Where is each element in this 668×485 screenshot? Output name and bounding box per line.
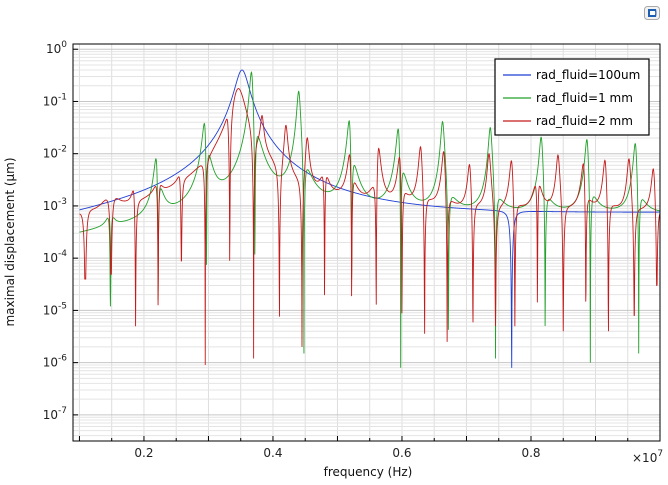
series-line-2: [79, 71, 661, 368]
y-tick-label: 10-3: [43, 197, 67, 213]
x-multiplier-exponent: 7: [657, 449, 663, 459]
legend-label: rad_fluid=1 mm: [536, 91, 633, 105]
y-tick-label: 10-2: [43, 145, 67, 161]
x-multiplier-label: ×107: [632, 449, 663, 465]
y-tick-label: 10-7: [43, 406, 67, 422]
x-multiplier-base: ×10: [632, 451, 657, 465]
series-lines: [79, 69, 661, 368]
series-line-3: [79, 88, 661, 366]
y-tick-label: 10-6: [43, 354, 68, 370]
legend-label: rad_fluid=100um: [536, 68, 640, 82]
legend-label: rad_fluid=2 mm: [536, 114, 633, 128]
x-tick-label: 0.6: [392, 446, 411, 460]
x-tick-label: 0.4: [263, 446, 282, 460]
legend-box: [494, 58, 650, 136]
legend: rad_fluid=100um rad_fluid=1 mm rad_fluid=2…: [494, 58, 650, 136]
x-axis-ticks: 0.2 0.4 0.6 0.8: [78, 436, 661, 460]
grid: [73, 44, 661, 441]
y-tick-label: 10-1: [43, 92, 67, 108]
x-tick-label: 0.2: [134, 446, 153, 460]
comsol-icon[interactable]: [644, 6, 660, 20]
y-tick-label: 100: [46, 40, 67, 56]
x-tick-label: 0.8: [521, 446, 540, 460]
y-tick-label: 10-4: [43, 249, 68, 265]
y-tick-label: 10-5: [43, 301, 67, 317]
y-axis-title: maximal displacement (µm): [3, 157, 17, 326]
x-axis-title: frequency (Hz): [324, 465, 413, 479]
y-axis-ticks: 100 10-1 10-2 10-3 10-4 10-5 10-6 10-7: [43, 40, 78, 422]
plot-frame: [72, 43, 661, 442]
